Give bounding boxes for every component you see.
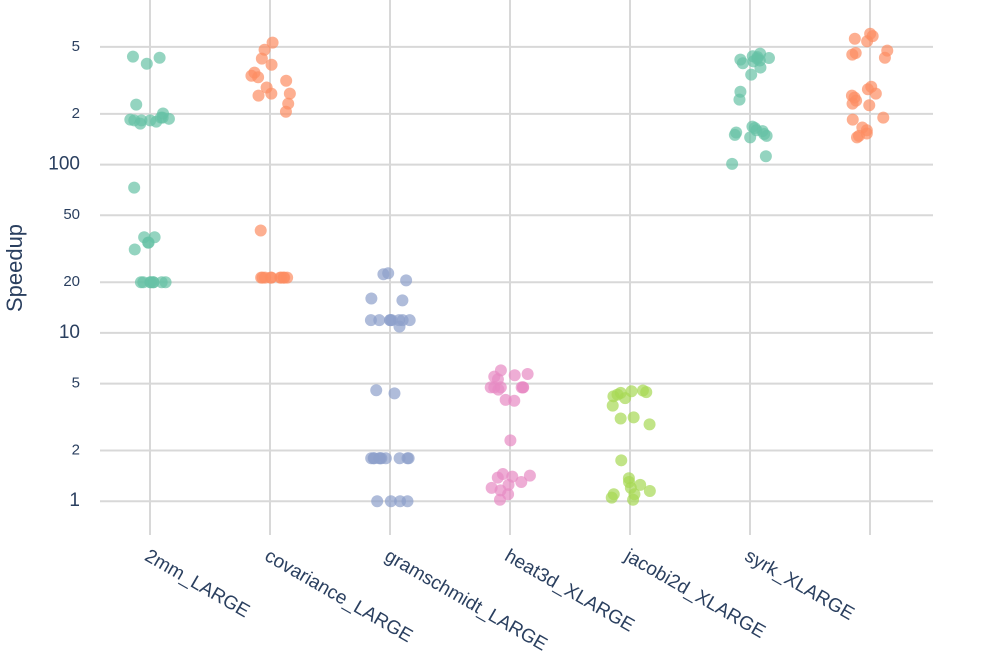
point (128, 243, 141, 256)
point (846, 113, 859, 126)
x-tick-label: 2mm_LARGE (141, 545, 253, 622)
point (264, 271, 277, 284)
y-axis-label: Speedup (2, 224, 27, 312)
point (515, 476, 528, 489)
point (142, 236, 155, 249)
point (365, 292, 378, 305)
point (619, 392, 632, 405)
point (760, 129, 773, 142)
y-tick-label: 10 (59, 322, 80, 343)
point (523, 469, 536, 482)
point (255, 52, 268, 65)
y-tick-label: 100 (48, 154, 80, 175)
point (869, 87, 882, 100)
point (614, 412, 627, 425)
y-tick-label: 2 (72, 105, 80, 122)
point (370, 384, 383, 397)
point (863, 99, 876, 112)
point (281, 271, 294, 284)
point (615, 454, 628, 467)
point (130, 98, 143, 111)
y-tick-label: 5 (72, 38, 80, 55)
point (508, 369, 521, 382)
point (254, 224, 267, 237)
point (491, 471, 504, 484)
y-tick-label: 5 (72, 375, 80, 392)
point (403, 314, 416, 327)
point (265, 58, 278, 71)
point (499, 393, 512, 406)
point (850, 131, 863, 144)
point (733, 93, 746, 106)
point (521, 367, 534, 380)
point (388, 387, 401, 400)
point (283, 87, 296, 100)
point (627, 493, 640, 506)
point (393, 320, 406, 333)
point (159, 276, 172, 289)
point (492, 383, 505, 396)
point (128, 181, 141, 194)
point (140, 57, 153, 70)
point (493, 493, 506, 506)
y-tick-label: 1 (69, 490, 80, 511)
point (643, 418, 656, 431)
point (373, 452, 386, 465)
point (134, 117, 147, 130)
point (517, 381, 530, 394)
point (877, 111, 890, 124)
point (736, 57, 749, 70)
y-tick-label: 2 (72, 442, 80, 459)
point (634, 478, 647, 491)
point (265, 87, 278, 100)
point (384, 495, 397, 508)
point (878, 51, 891, 64)
point (144, 276, 157, 289)
point (846, 97, 859, 110)
point (643, 485, 656, 498)
point (371, 495, 384, 508)
point (153, 51, 166, 64)
point (396, 294, 409, 307)
point (126, 50, 139, 63)
point (759, 150, 772, 163)
point (144, 114, 157, 127)
x-tick-label: syrk_XLARGE (741, 545, 858, 624)
point (280, 74, 293, 87)
point (504, 434, 517, 447)
point (848, 32, 861, 45)
point (744, 131, 757, 144)
point (508, 394, 521, 407)
point (728, 128, 741, 141)
point (383, 314, 396, 327)
point (134, 276, 147, 289)
point (252, 71, 265, 84)
point (846, 48, 859, 61)
point (745, 68, 758, 81)
point (252, 89, 265, 102)
point (124, 113, 137, 126)
point (279, 105, 292, 118)
point (861, 35, 874, 48)
y-tick-label: 20 (63, 273, 80, 290)
point (605, 491, 618, 504)
point (726, 157, 739, 170)
point (754, 61, 767, 74)
point (640, 386, 653, 399)
point (377, 268, 390, 281)
point (400, 274, 413, 287)
point (266, 36, 279, 49)
point (364, 314, 377, 327)
point (627, 411, 640, 424)
point (373, 314, 386, 327)
point (607, 390, 620, 403)
point (393, 452, 406, 465)
point (762, 51, 775, 64)
point (402, 452, 415, 465)
point (606, 399, 619, 412)
point (401, 495, 414, 508)
y-tick-label: 50 (63, 206, 80, 223)
